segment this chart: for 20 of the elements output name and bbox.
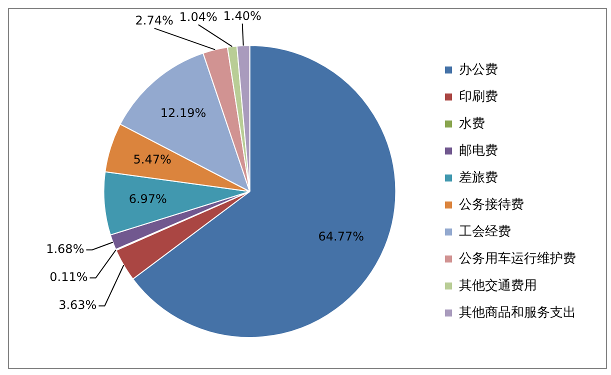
legend-label: 水费 [459,116,485,132]
data-label: 5.47% [133,152,172,167]
data-label: 0.11% [50,270,88,284]
legend-label: 差旅费 [459,170,498,186]
data-label: 12.19% [160,106,206,120]
data-label: 6.97% [128,192,167,206]
legend-label: 办公费 [459,62,498,78]
data-label: 2.74% [135,13,174,28]
legend-label: 公务用车运行维护费 [459,251,576,266]
legend-label: 邮电费 [459,143,498,158]
data-label: 1.04% [179,10,218,24]
legend-label: 其他交通费用 [459,277,537,294]
data-label: 1.40% [223,8,262,23]
data-label: 64.77% [318,229,364,244]
data-label: 1.68% [46,242,84,256]
legend-label: 公务接待费 [459,197,524,212]
data-label: 3.63% [58,298,97,312]
legend-label: 工会经费 [459,224,511,240]
legend-label: 其他商品和服务支出 [459,305,576,320]
legend-label: 印刷费 [459,89,498,104]
